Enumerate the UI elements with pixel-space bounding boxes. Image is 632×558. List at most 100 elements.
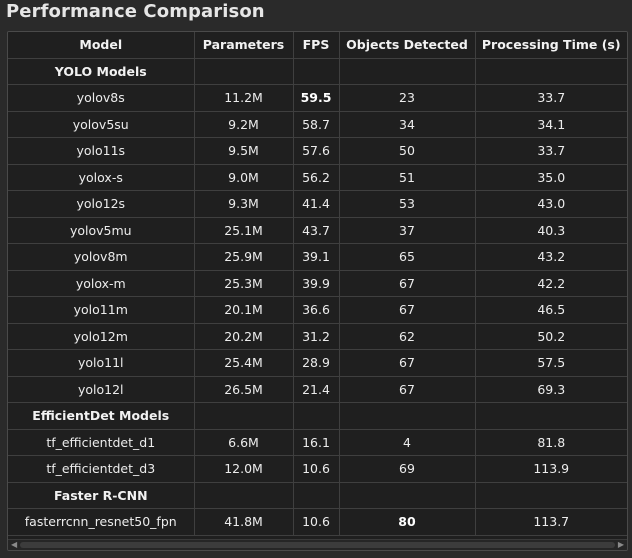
empty-cell xyxy=(193,57,294,85)
cell-objects: 65 xyxy=(338,243,476,271)
cell-fps: 36.6 xyxy=(292,296,340,324)
cell-time: 69.3 xyxy=(474,375,627,403)
group-row: Faster R-CNN xyxy=(8,481,627,509)
cell-time: 46.5 xyxy=(474,296,627,324)
cell-objects: 53 xyxy=(338,190,476,218)
cell-time: 40.3 xyxy=(474,216,627,244)
cell-parameters: 6.6M xyxy=(193,428,294,456)
cell-objects: 67 xyxy=(338,375,476,403)
empty-cell xyxy=(338,402,476,430)
arrow-right-icon[interactable]: ▶ xyxy=(617,540,624,549)
cell-parameters: 25.9M xyxy=(193,243,294,271)
cell-model: yolov5mu xyxy=(8,216,195,244)
table-row: yolo11m 20.1M 36.6 67 46.5 xyxy=(8,296,627,324)
column-header-processing-time[interactable]: Processing Time (s) xyxy=(474,32,627,59)
cell-time: 81.8 xyxy=(474,428,627,456)
cell-objects: 80 xyxy=(338,508,476,536)
comparison-table-container[interactable]: Model Parameters FPS Objects Detected Pr… xyxy=(7,31,628,551)
empty-cell xyxy=(474,481,627,509)
group-row: YOLO Models xyxy=(8,57,627,85)
cell-model: yolo11s xyxy=(8,137,195,165)
cell-objects: 23 xyxy=(338,84,476,112)
cell-fps: 10.6 xyxy=(292,508,340,536)
cell-objects: 51 xyxy=(338,163,476,191)
table-body: YOLO Models yolov8s 11.2M 59.5 23 33.7 yolov5s… xyxy=(8,57,627,536)
cell-model: yolo12m xyxy=(8,322,195,350)
cell-parameters: 11.2M xyxy=(193,84,294,112)
table-row: yolov5mu 25.1M 43.7 37 40.3 xyxy=(8,216,627,244)
cell-fps: 10.6 xyxy=(292,455,340,483)
cell-time: 35.0 xyxy=(474,163,627,191)
cell-objects: 67 xyxy=(338,269,476,297)
cell-parameters: 9.5M xyxy=(193,137,294,165)
horizontal-scrollbar[interactable]: ◀ ▶ xyxy=(8,539,627,550)
cell-fps: 39.1 xyxy=(292,243,340,271)
column-header-model[interactable]: Model xyxy=(8,32,195,59)
cell-objects: 69 xyxy=(338,455,476,483)
group-label: YOLO Models xyxy=(8,57,195,85)
cell-parameters: 41.8M xyxy=(193,508,294,536)
cell-time: 33.7 xyxy=(474,137,627,165)
cell-parameters: 25.1M xyxy=(193,216,294,244)
empty-cell xyxy=(292,402,340,430)
cell-fps: 56.2 xyxy=(292,163,340,191)
table-row: yolov8m 25.9M 39.1 65 43.2 xyxy=(8,243,627,271)
arrow-left-icon[interactable]: ◀ xyxy=(11,540,18,549)
empty-cell xyxy=(193,402,294,430)
cell-model: yolox-m xyxy=(8,269,195,297)
cell-objects: 62 xyxy=(338,322,476,350)
table-row: fasterrcnn_resnet50_fpn 41.8M 10.6 80 113.7 xyxy=(8,508,627,536)
performance-table: Model Parameters FPS Objects Detected Pr… xyxy=(8,32,627,536)
scrollbar-thumb[interactable] xyxy=(20,542,615,548)
group-label: EfficientDet Models xyxy=(8,402,195,430)
table-row: yolo12l 26.5M 21.4 67 69.3 xyxy=(8,375,627,403)
cell-model: yolov8m xyxy=(8,243,195,271)
cell-time: 34.1 xyxy=(474,110,627,138)
cell-parameters: 9.0M xyxy=(193,163,294,191)
table-row: tf_efficientdet_d3 12.0M 10.6 69 113.9 xyxy=(8,455,627,483)
cell-model: yolox-s xyxy=(8,163,195,191)
cell-model: yolo12l xyxy=(8,375,195,403)
column-header-fps[interactable]: FPS xyxy=(292,32,340,59)
cell-fps: 28.9 xyxy=(292,349,340,377)
cell-time: 57.5 xyxy=(474,349,627,377)
table-row: tf_efficientdet_d1 6.6M 16.1 4 81.8 xyxy=(8,428,627,456)
cell-fps: 16.1 xyxy=(292,428,340,456)
cell-fps: 57.6 xyxy=(292,137,340,165)
empty-cell xyxy=(474,57,627,85)
column-header-objects-detected[interactable]: Objects Detected xyxy=(338,32,476,59)
cell-model: fasterrcnn_resnet50_fpn xyxy=(8,508,195,536)
table-row: yolo11s 9.5M 57.6 50 33.7 xyxy=(8,137,627,165)
empty-cell xyxy=(292,481,340,509)
cell-time: 43.0 xyxy=(474,190,627,218)
cell-parameters: 9.3M xyxy=(193,190,294,218)
table-header-row: Model Parameters FPS Objects Detected Pr… xyxy=(8,32,627,59)
cell-objects: 50 xyxy=(338,137,476,165)
table-row: yolov8s 11.2M 59.5 23 33.7 xyxy=(8,84,627,112)
empty-cell xyxy=(338,57,476,85)
column-header-parameters[interactable]: Parameters xyxy=(193,32,294,59)
cell-objects: 34 xyxy=(338,110,476,138)
table-row: yolox-s 9.0M 56.2 51 35.0 xyxy=(8,163,627,191)
cell-fps: 58.7 xyxy=(292,110,340,138)
empty-cell xyxy=(193,481,294,509)
cell-time: 43.2 xyxy=(474,243,627,271)
cell-model: yolo11m xyxy=(8,296,195,324)
cell-fps: 41.4 xyxy=(292,190,340,218)
cell-time: 113.9 xyxy=(474,455,627,483)
cell-parameters: 25.3M xyxy=(193,269,294,297)
cell-fps: 31.2 xyxy=(292,322,340,350)
group-label: Faster R-CNN xyxy=(8,481,195,509)
cell-time: 113.7 xyxy=(474,508,627,536)
cell-model: yolov8s xyxy=(8,84,195,112)
cell-model: yolo11l xyxy=(8,349,195,377)
cell-parameters: 9.2M xyxy=(193,110,294,138)
cell-fps: 21.4 xyxy=(292,375,340,403)
cell-model: yolo12s xyxy=(8,190,195,218)
cell-time: 50.2 xyxy=(474,322,627,350)
table-row: yolo12s 9.3M 41.4 53 43.0 xyxy=(8,190,627,218)
table-row: yolo11l 25.4M 28.9 67 57.5 xyxy=(8,349,627,377)
table-row: yolox-m 25.3M 39.9 67 42.2 xyxy=(8,269,627,297)
cell-model: tf_efficientdet_d1 xyxy=(8,428,195,456)
cell-time: 33.7 xyxy=(474,84,627,112)
